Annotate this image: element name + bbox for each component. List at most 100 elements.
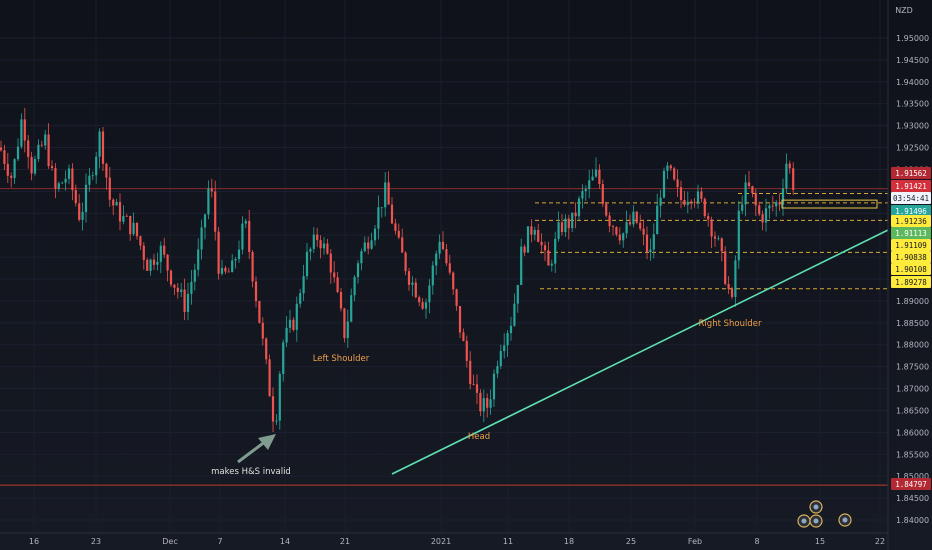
candle-body: [778, 202, 781, 205]
candle-body: [761, 214, 764, 223]
candle-body: [635, 211, 638, 223]
candle-body: [265, 338, 268, 360]
candle-body: [190, 281, 193, 294]
candle-body: [550, 263, 553, 266]
candle-body: [577, 198, 581, 217]
arrow-shaft: [237, 439, 267, 464]
candle-body: [730, 288, 734, 297]
candle-body: [693, 201, 696, 203]
candle-body: [370, 240, 373, 249]
y-tick-label: 1.87000: [896, 385, 929, 394]
candle-body: [64, 178, 67, 183]
candle-body: [771, 205, 774, 207]
candle-body: [669, 165, 672, 169]
candle-body: [435, 253, 438, 266]
candle-body: [482, 398, 485, 412]
candle-body: [588, 180, 591, 189]
candle-body: [61, 182, 64, 184]
candle-body: [387, 182, 390, 205]
candle-body: [316, 234, 319, 241]
candle-body: [768, 205, 771, 209]
chart-grid: [0, 37, 888, 521]
price-label-text: 1.90108: [895, 265, 927, 274]
candle-body: [384, 182, 387, 208]
candle-body: [537, 229, 540, 242]
candle-body: [163, 245, 166, 255]
candle-body: [312, 234, 315, 249]
candle-body: [271, 396, 275, 422]
candle-body: [44, 134, 47, 146]
price-label-text: 1.91562: [895, 169, 927, 178]
candle-body: [156, 261, 159, 265]
candle-body: [489, 399, 492, 408]
candle-body: [584, 188, 587, 192]
candle-body: [125, 215, 128, 217]
candle-body: [112, 199, 115, 206]
candle-body: [275, 420, 278, 422]
candle-body: [792, 168, 795, 190]
x-tick-label: 21: [340, 537, 350, 546]
annotation-label: Head: [468, 432, 490, 442]
candle-body: [30, 156, 33, 174]
candle-body: [428, 285, 431, 303]
candle-body: [203, 214, 207, 228]
candle-body: [200, 227, 203, 250]
candle-body: [105, 163, 108, 178]
candle-body: [628, 222, 632, 225]
candle-body: [166, 254, 169, 271]
candle-body: [377, 207, 380, 229]
candle-body: [645, 234, 649, 253]
price-label-text: 03:54:41: [893, 194, 929, 203]
price-label-badge: [891, 192, 931, 204]
price-label-badge: [891, 215, 931, 227]
candle-body: [557, 222, 560, 239]
candle-body: [455, 289, 458, 306]
candle-body: [356, 263, 360, 278]
price-label-badge: [891, 251, 931, 263]
candle-body: [526, 226, 530, 253]
candle-body: [785, 163, 788, 189]
y-tick-label: 1.93500: [896, 100, 929, 109]
candle-body: [690, 201, 693, 203]
y-tick-label: 1.88000: [896, 341, 929, 350]
candle-body: [336, 277, 339, 293]
candle-body: [775, 202, 778, 207]
candle-body: [333, 272, 336, 278]
candle-body: [13, 159, 16, 178]
candle-body: [676, 179, 679, 188]
candle-body: [367, 242, 370, 249]
candle-body: [261, 322, 264, 339]
candle-body: [84, 184, 88, 212]
candle-body: [581, 191, 584, 199]
candle-body: [523, 246, 526, 253]
candle-body: [207, 188, 210, 215]
candle-body: [662, 170, 666, 198]
y-tick-label: 1.92500: [896, 144, 929, 153]
candle-body: [751, 186, 754, 194]
candle-body: [224, 267, 227, 272]
candle-body: [288, 319, 292, 328]
price-label-badge: [891, 227, 931, 239]
x-tick-label: 8: [754, 537, 759, 546]
candle-body: [3, 150, 6, 164]
candle-body: [445, 249, 448, 264]
time-axis: 16 23 Dec 7 14 21 2021 11 18 25 Feb 8 15 22: [0, 532, 888, 546]
y-tick-label: 1.94500: [896, 56, 929, 65]
candle-body: [254, 281, 258, 302]
y-tick-label: 1.84000: [896, 516, 929, 525]
price-label-text: 1.91421: [895, 182, 927, 191]
candle-body: [197, 249, 200, 270]
y-tick-label: 1.85500: [896, 450, 929, 459]
candles: [0, 107, 795, 433]
price-label-badge: [891, 180, 931, 192]
annotation-label: Left Shoulder: [313, 354, 370, 364]
candle-body: [180, 289, 183, 292]
candle-body: [23, 119, 26, 141]
candle-body: [486, 398, 489, 408]
candle-body: [299, 293, 302, 304]
candle-body: [608, 215, 611, 227]
candle-body: [788, 163, 791, 169]
candle-body: [503, 345, 506, 352]
candle-body: [0, 147, 3, 151]
